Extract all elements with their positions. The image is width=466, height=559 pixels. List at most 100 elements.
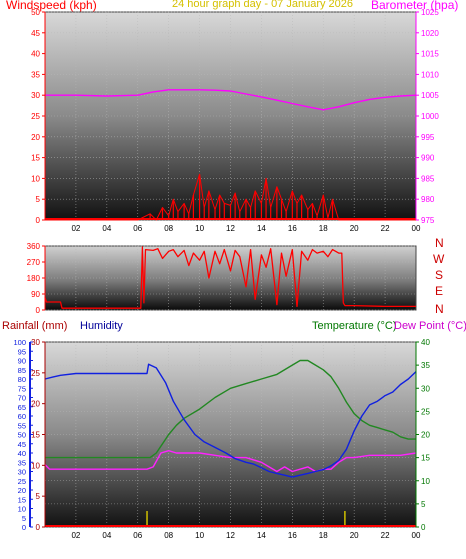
panel1-x-tick-12: 12 <box>226 224 235 233</box>
windspeed-series-line <box>45 173 416 221</box>
temperature-axis-tick-35: 35 <box>421 361 430 370</box>
barometer-axis-tick-1020: 1020 <box>421 29 439 38</box>
direction-axis-tick-0: 0 <box>36 306 41 315</box>
windspeed-axis-tick-50: 50 <box>31 8 40 17</box>
panel1-x-tick-04: 04 <box>102 224 111 233</box>
humidity-axis-tick-75: 75 <box>18 384 26 393</box>
rainfall-axis-tick-30: 30 <box>31 338 40 347</box>
compass-label-n-bottom: N <box>435 302 444 316</box>
panel1-x-tick-02: 02 <box>71 224 80 233</box>
panel3-x-tick-14: 14 <box>257 531 266 540</box>
windspeed-axis-tick-20: 20 <box>31 133 40 142</box>
humidity-axis-tick-65: 65 <box>18 403 26 412</box>
humidity-axis-tick-0: 0 <box>22 523 26 532</box>
temperature-axis-tick-25: 25 <box>421 407 430 416</box>
windspeed-axis-tick-30: 30 <box>31 91 40 100</box>
barometer-axis-tick-995: 995 <box>421 133 435 142</box>
panel3-x-tick-00: 00 <box>412 531 421 540</box>
humidity-axis-tick-95: 95 <box>18 347 26 356</box>
chart-title: 24 hour graph day - 07 January 2026 <box>172 0 354 10</box>
humidity-axis-tick-45: 45 <box>18 440 26 449</box>
panel3-x-tick-10: 10 <box>195 531 204 540</box>
humidity-axis-tick-20: 20 <box>18 486 26 495</box>
direction-axis-tick-360: 360 <box>27 242 41 251</box>
humidity-axis-tick-90: 90 <box>18 357 26 366</box>
humidity-axis-tick-35: 35 <box>18 458 26 467</box>
rainfall-axis-tick-20: 20 <box>31 400 40 409</box>
panel1-x-tick-10: 10 <box>195 224 204 233</box>
temperature-axis-title: Temperature (°C) <box>312 320 397 332</box>
barometer-axis-tick-1000: 1000 <box>421 112 439 121</box>
panel3-x-tick-04: 04 <box>102 531 111 540</box>
barometer-axis-tick-1025: 1025 <box>421 8 439 17</box>
temperature-axis-tick-5: 5 <box>421 500 426 509</box>
rainfall-axis-tick-15: 15 <box>31 431 40 440</box>
humidity-axis-tick-15: 15 <box>18 495 26 504</box>
panel3-x-tick-16: 16 <box>288 531 297 540</box>
windspeed-axis-tick-45: 45 <box>31 29 40 38</box>
panel3-x-tick-22: 22 <box>381 531 390 540</box>
direction-axis-tick-180: 180 <box>27 274 41 283</box>
barometer-axis-tick-1015: 1015 <box>421 50 439 59</box>
temperature-axis-tick-0: 0 <box>421 523 426 532</box>
panel3-x-tick-08: 08 <box>164 531 173 540</box>
direction-axis-tick-270: 270 <box>27 258 41 267</box>
rainfall-axis-tick-10: 10 <box>31 461 40 470</box>
humidity-axis-tick-100: 100 <box>13 338 26 347</box>
rainfall-axis-tick-5: 5 <box>36 492 41 501</box>
barometer-axis-tick-975: 975 <box>421 216 435 225</box>
panel1-x-tick-16: 16 <box>288 224 297 233</box>
windspeed-axis-tick-25: 25 <box>31 112 40 121</box>
panel3-x-tick-06: 06 <box>133 531 142 540</box>
humidity-axis-tick-80: 80 <box>18 375 26 384</box>
humidity-axis-title: Humidity <box>80 320 123 332</box>
humidity-axis-tick-55: 55 <box>18 421 26 430</box>
humidity-axis-tick-10: 10 <box>18 505 26 514</box>
compass-label-w: W <box>433 252 445 266</box>
barometer-axis-title: Barometer (hpa) <box>371 0 459 12</box>
windspeed-axis-tick-15: 15 <box>31 154 40 163</box>
direction-axis-tick-90: 90 <box>31 290 40 299</box>
panel1-x-tick-08: 08 <box>164 224 173 233</box>
panel3-x-tick-18: 18 <box>319 531 328 540</box>
panel1-x-tick-00: 00 <box>412 224 421 233</box>
humidity-axis-tick-85: 85 <box>18 366 26 375</box>
panel1-x-tick-18: 18 <box>319 224 328 233</box>
panel1-x-tick-20: 20 <box>350 224 359 233</box>
windspeed-axis-title: Windspeed (kph) <box>6 0 97 12</box>
windspeed-axis-tick-35: 35 <box>31 70 40 79</box>
barometer-axis-tick-1005: 1005 <box>421 91 439 100</box>
panel1-x-tick-06: 06 <box>133 224 142 233</box>
humidity-axis-tick-60: 60 <box>18 412 26 421</box>
dewpoint-axis-title: Dew Point (°C) <box>394 320 466 332</box>
temperature-axis-tick-30: 30 <box>421 384 430 393</box>
panel3-x-tick-12: 12 <box>226 531 235 540</box>
humidity-axis-tick-5: 5 <box>22 514 26 523</box>
humidity-axis-tick-25: 25 <box>18 477 26 486</box>
windspeed-axis-tick-5: 5 <box>36 195 41 204</box>
barometer-series-line <box>45 89 417 111</box>
humidity-axis-tick-50: 50 <box>18 431 26 440</box>
compass-label-s: S <box>435 268 444 282</box>
temperature-axis-tick-10: 10 <box>421 477 430 486</box>
humidity-axis-tick-70: 70 <box>18 394 26 403</box>
compass-label-e: E <box>435 284 444 298</box>
panel1-x-tick-22: 22 <box>381 224 390 233</box>
barometer-axis-tick-985: 985 <box>421 174 435 183</box>
windspeed-axis-tick-0: 0 <box>36 216 41 225</box>
panel1-x-tick-14: 14 <box>257 224 266 233</box>
humidity-axis-tick-30: 30 <box>18 468 26 477</box>
windspeed-axis-tick-40: 40 <box>31 50 40 59</box>
panel3-x-tick-02: 02 <box>71 531 80 540</box>
dewpoint-series-line <box>44 450 417 473</box>
temperature-axis-tick-20: 20 <box>421 431 430 440</box>
humidity-series-line <box>44 363 417 478</box>
panel3-x-tick-20: 20 <box>350 531 359 540</box>
direction-series-line <box>44 246 416 309</box>
rainfall-axis-title: Rainfall (mm) <box>2 320 68 332</box>
temperature-axis-tick-15: 15 <box>421 454 430 463</box>
humidity-axis-tick-40: 40 <box>18 449 26 458</box>
rainfall-axis-tick-0: 0 <box>36 523 41 532</box>
